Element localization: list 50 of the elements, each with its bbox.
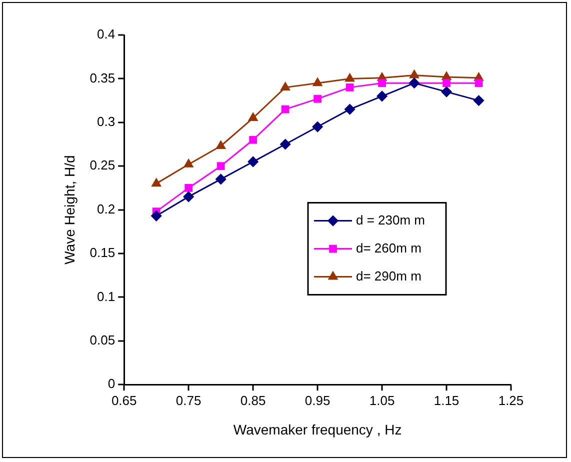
point xyxy=(344,104,356,115)
point xyxy=(442,72,452,80)
point xyxy=(409,78,420,88)
legend-label: d= 290m m xyxy=(356,268,422,284)
y-tick-label: 0.15 xyxy=(90,245,116,260)
x-tick-label: 1.25 xyxy=(498,392,524,408)
point xyxy=(312,122,323,132)
point xyxy=(474,95,484,106)
x-tick-label: 0.65 xyxy=(111,392,137,408)
point xyxy=(216,162,225,170)
y-tick-label: 0.2 xyxy=(97,201,116,216)
point xyxy=(281,105,290,114)
point xyxy=(314,94,322,103)
point xyxy=(312,78,322,86)
legend-label: d= 260m m xyxy=(356,240,422,256)
x-tick-label: 1.15 xyxy=(434,392,460,408)
point xyxy=(345,73,354,82)
point xyxy=(346,84,354,92)
y-tick-label: 0.35 xyxy=(90,70,116,86)
y-tick-label: 0.25 xyxy=(90,158,116,173)
point xyxy=(474,79,483,87)
point xyxy=(249,136,257,144)
point xyxy=(184,159,194,168)
y-tick-label: 0.3 xyxy=(97,114,116,129)
point xyxy=(248,112,258,122)
point xyxy=(280,82,290,90)
y-tick-label: 0.1 xyxy=(97,288,116,304)
x-tick-label: 0.95 xyxy=(304,392,330,408)
point xyxy=(376,90,388,102)
y-tick-label: 0.4 xyxy=(97,26,116,42)
y-tick-label: 0.05 xyxy=(90,332,116,348)
point xyxy=(410,70,419,78)
point xyxy=(216,140,226,149)
point xyxy=(280,139,291,150)
y-axis-title: Wave Height, H/d xyxy=(61,155,78,264)
x-tick-label: 0.75 xyxy=(176,392,202,408)
x-tick-label: 1.05 xyxy=(369,392,395,408)
point xyxy=(151,210,162,222)
x-tick-label: 0.85 xyxy=(240,392,266,408)
point xyxy=(184,184,193,192)
point xyxy=(248,156,258,167)
x-axis-title: Wavemaker frequency , Hz xyxy=(233,421,402,438)
point xyxy=(442,79,450,87)
legend-label: d = 230m m xyxy=(356,212,426,228)
point xyxy=(152,178,161,187)
point xyxy=(441,86,452,98)
point xyxy=(216,174,226,184)
y-tick-label: 0 xyxy=(108,376,116,392)
point xyxy=(378,79,386,87)
point xyxy=(183,191,194,202)
